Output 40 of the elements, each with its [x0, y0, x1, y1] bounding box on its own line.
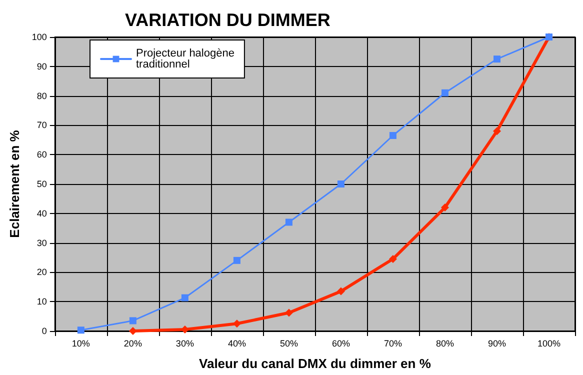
point — [389, 132, 396, 139]
point — [440, 204, 449, 212]
x-axis-title: Valeur du canal DMX du dimmer en % — [199, 356, 432, 371]
point — [77, 326, 84, 334]
y-tick-label: 20 — [36, 267, 47, 278]
y-tick-label: 80 — [36, 90, 47, 101]
x-tick-label: 50% — [280, 338, 298, 348]
x-tick-label: 20% — [124, 338, 142, 348]
x-tick-label: 10% — [72, 338, 90, 348]
point — [492, 127, 501, 136]
point — [181, 294, 188, 302]
y-tick-label: 70 — [36, 120, 47, 130]
x-tick-label: 100% — [537, 338, 561, 348]
y-tick-label: 40 — [36, 208, 47, 218]
point — [336, 287, 345, 296]
x-tick-label: 90% — [488, 338, 506, 348]
y-tick-label: 30 — [36, 238, 47, 248]
y-tick-label: 0 — [42, 326, 47, 336]
y-tick-label: 90 — [36, 61, 47, 72]
y-axis-title: Eclairement en % — [7, 130, 22, 238]
x-tick-label: 60% — [332, 338, 350, 348]
point — [233, 256, 240, 264]
x-tick-label: 80% — [436, 338, 454, 348]
point — [388, 254, 397, 263]
y-tick-label: 100 — [32, 32, 47, 42]
y-tick-label: 60 — [36, 150, 47, 160]
y-tick-label: 10 — [36, 296, 47, 307]
point — [285, 218, 292, 226]
point — [284, 308, 293, 317]
point — [128, 327, 137, 335]
y-tick-label: 50 — [36, 179, 47, 189]
point — [493, 56, 500, 63]
x-tick-label: 40% — [228, 338, 246, 348]
x-tick-label: 30% — [176, 338, 194, 348]
legend-label: Projecteur halogène traditionnel — [136, 48, 234, 70]
x-tick-label: 70% — [384, 338, 402, 348]
point — [337, 180, 344, 188]
chart-title: VARIATION DU DIMMER — [125, 10, 330, 30]
point — [129, 317, 136, 324]
point — [441, 89, 448, 96]
